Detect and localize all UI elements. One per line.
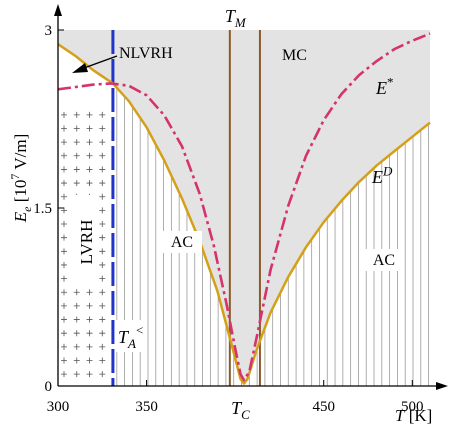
ta-label: TA< (118, 322, 143, 351)
nlvrh-label: NLVRH (119, 45, 173, 62)
x-tick-label: 350 (135, 399, 158, 415)
ac-left-label-bg (162, 231, 202, 253)
lvrh-label: LVRH (77, 220, 96, 265)
y-tick-label: 0 (45, 379, 53, 395)
ac-hatch-layer (116, 87, 429, 386)
ta-label-bg (116, 320, 146, 352)
tc-label: TC (231, 398, 250, 422)
e-star-label: E* (375, 74, 394, 98)
ed-label: ED (371, 163, 393, 187)
ed-curve (57, 43, 431, 385)
ac-right-label-bg (364, 249, 404, 271)
e-star-curve (57, 32, 431, 382)
x-axis-title: T [K] (395, 406, 432, 425)
lvrh-label-bg (73, 195, 97, 289)
axes-layer: 300 350 450 500 0 1.5 3 (33, 4, 448, 415)
y-tick-label: 1.5 (33, 201, 52, 217)
x-tick-label: 500 (401, 399, 424, 415)
mc-region (58, 30, 430, 384)
mc-label: MC (282, 47, 307, 64)
x-axis-arrow (436, 382, 448, 390)
nlvrh-arrow-head (72, 63, 88, 73)
ac-right-label: AC (373, 252, 395, 269)
x-tick-label: 300 (47, 399, 70, 415)
x-tick-label: 450 (312, 399, 335, 415)
y-tick-label: 3 (45, 23, 53, 39)
labels-layer: T [K] Ee [107 V/m] NLVRH MC E* ED AC AC LVRH TM TA… (8, 6, 432, 425)
curves-layer (57, 32, 431, 385)
nlvrh-arrow-shaft (83, 55, 118, 69)
regions-layer (58, 30, 430, 384)
y-axis-arrow (54, 4, 62, 16)
tm-label: TM (225, 6, 247, 30)
y-axis-title: Ee [107 V/m] (8, 134, 34, 223)
ac-left-label: AC (171, 234, 193, 251)
